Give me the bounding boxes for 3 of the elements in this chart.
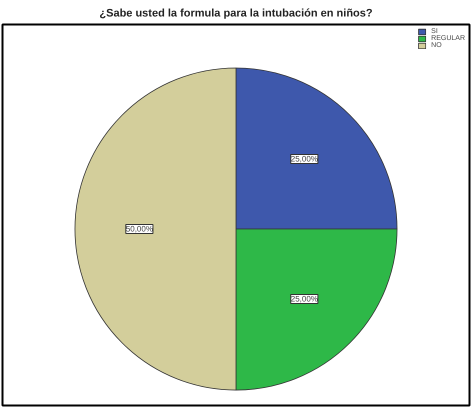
data-label: 25,00%: [290, 294, 318, 304]
chart-title: ¿Sabe usted la formula para la intubación en niños?: [99, 8, 373, 20]
data-label: 25,00%: [290, 154, 318, 164]
